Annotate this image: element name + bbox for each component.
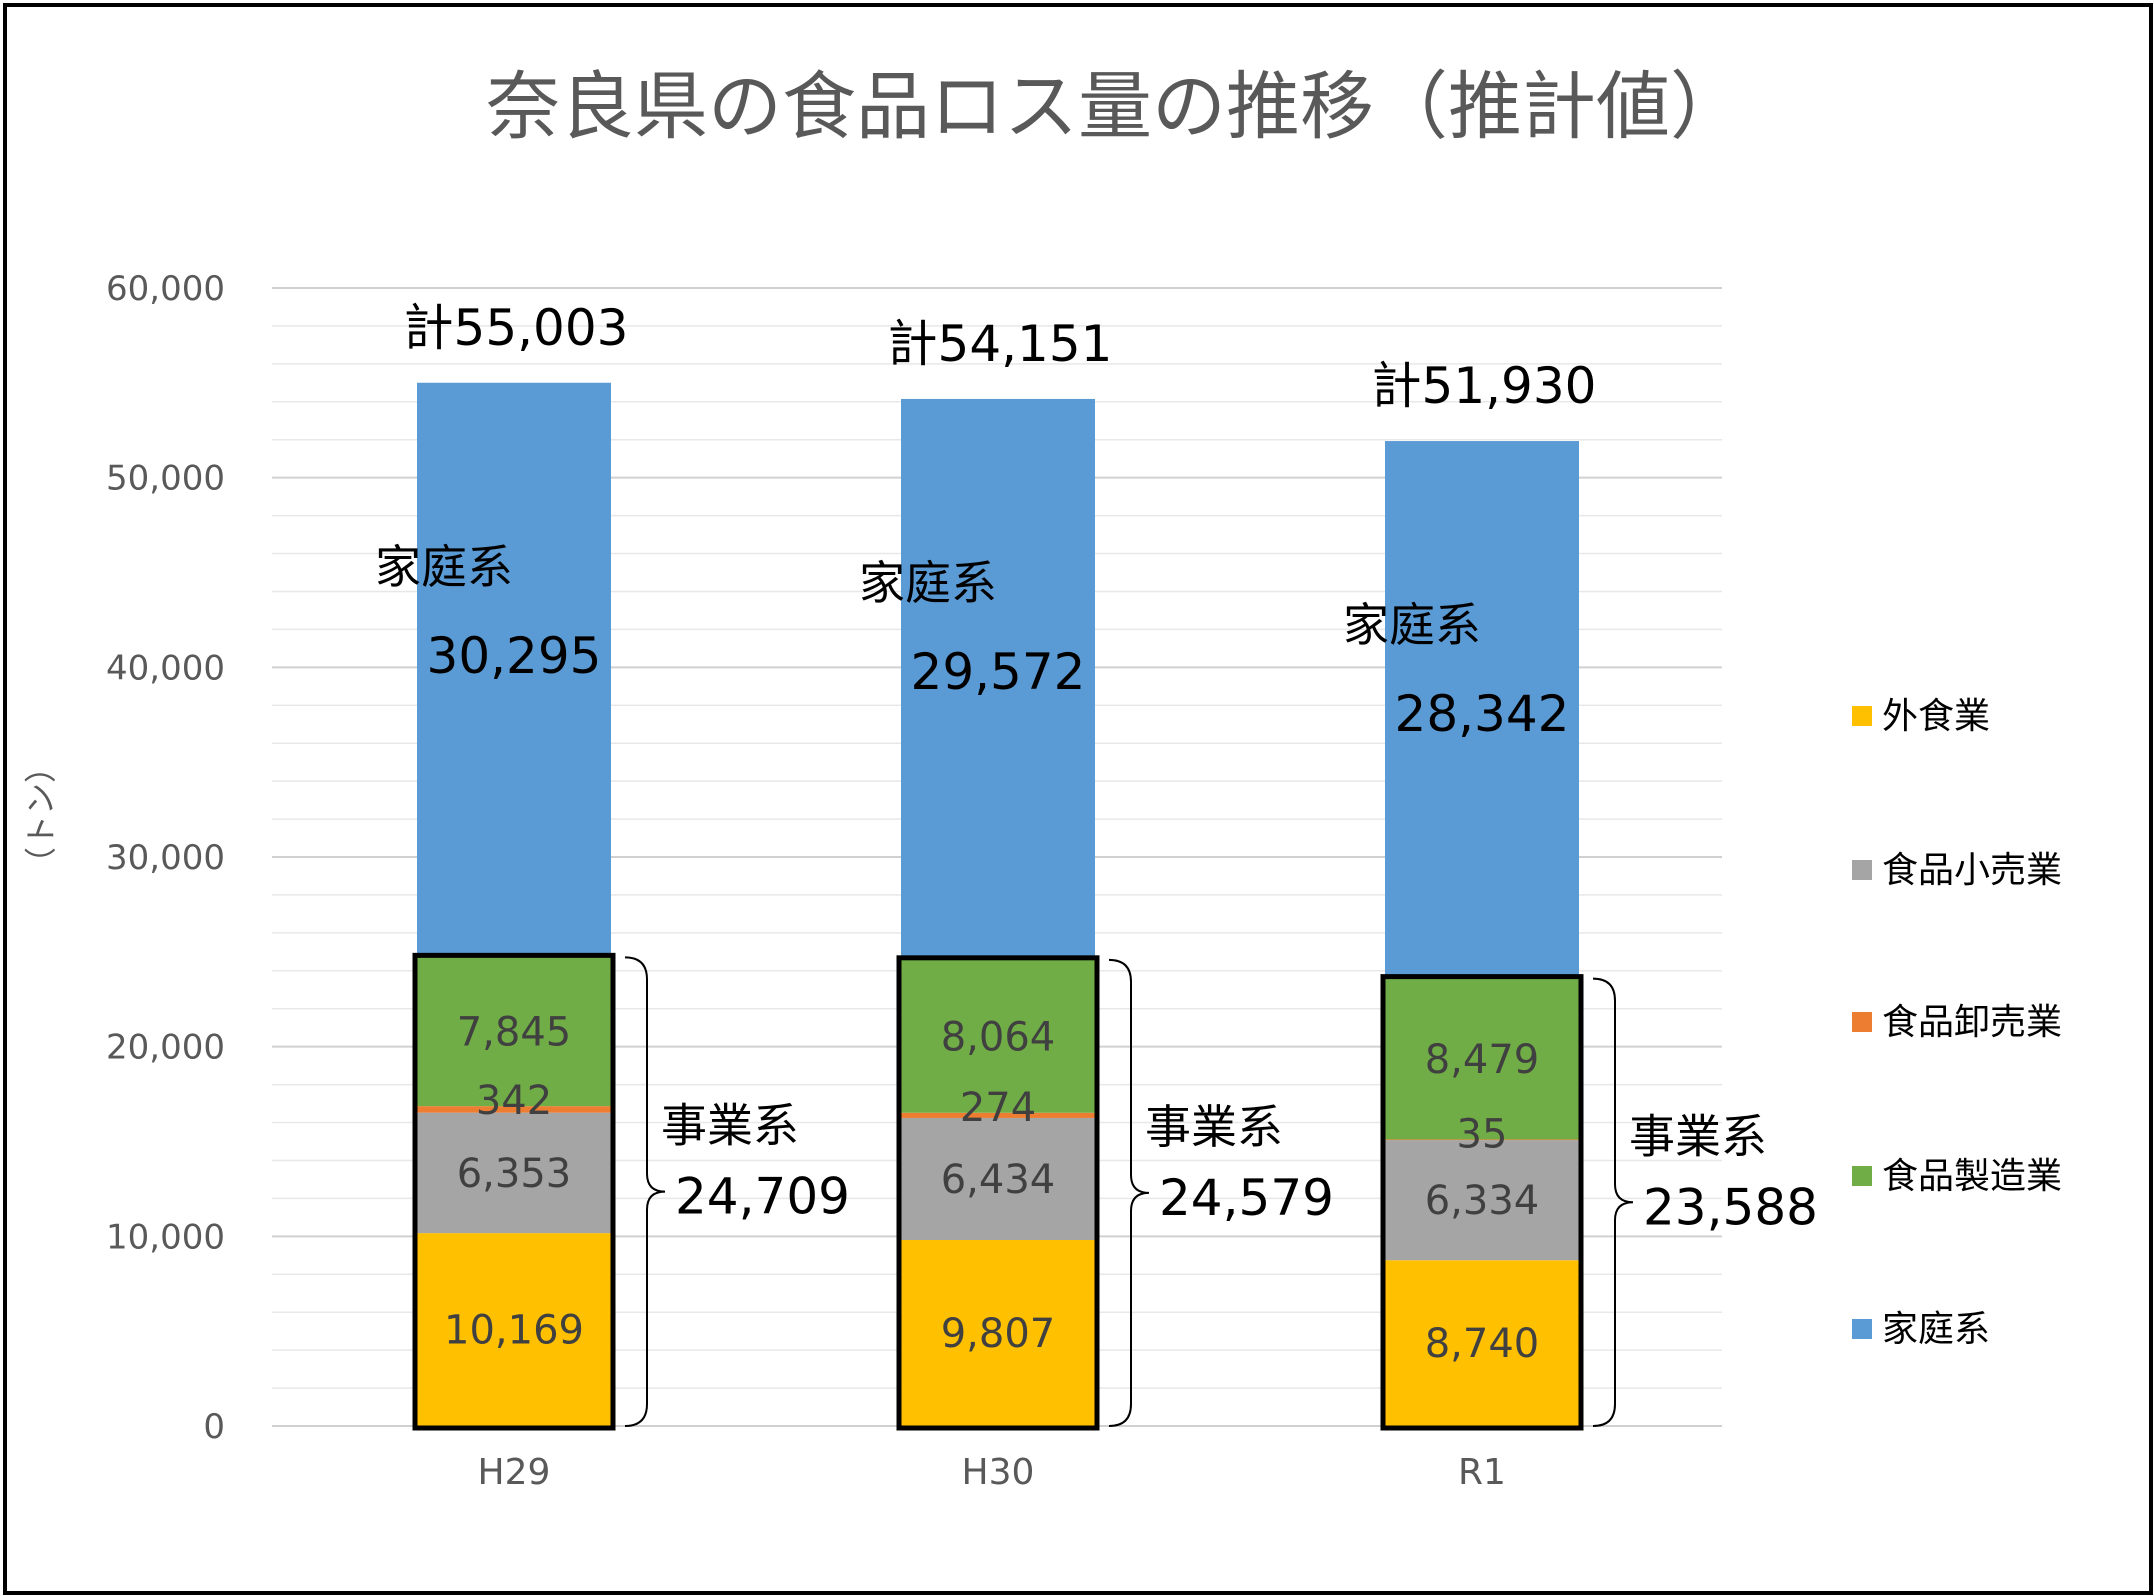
legend-label: 家庭系 [1882, 1309, 1990, 1350]
household-value: 28,342 [1395, 685, 1570, 743]
y-tick-label: 0 [203, 1407, 225, 1447]
data-label: 6,353 [457, 1151, 572, 1197]
legend-label: 食品小売業 [1882, 850, 2062, 891]
business-total: 23,588 [1643, 1178, 1818, 1236]
business-label: 事業系 [1629, 1109, 1767, 1163]
legend-swatch [1852, 860, 1872, 880]
y-axis-label: （トン） [22, 751, 60, 879]
data-label: 35 [1457, 1111, 1508, 1157]
data-label: 8,064 [941, 1014, 1056, 1060]
bar-segment [901, 398, 1095, 960]
total-label: 計55,003 [404, 299, 629, 357]
data-label: 9,807 [941, 1311, 1056, 1357]
business-label: 事業系 [661, 1099, 799, 1153]
business-total: 24,709 [675, 1168, 850, 1226]
bar-segment [901, 1117, 1095, 1240]
bar-segment [417, 957, 611, 1107]
legend-swatch [1852, 1012, 1872, 1032]
bar-segment [417, 382, 611, 958]
bar-segment [1385, 441, 1579, 979]
data-label: 6,334 [1425, 1178, 1540, 1224]
total-label: 計51,930 [1372, 357, 1597, 415]
y-tick-label: 50,000 [106, 459, 225, 499]
household-label: 家庭系 [1343, 598, 1481, 652]
business-brace [624, 956, 666, 1427]
legend-swatch [1852, 1319, 1872, 1339]
legend-label: 食品製造業 [1882, 1156, 2062, 1197]
household-label: 家庭系 [375, 540, 513, 594]
household-value: 29,572 [911, 643, 1086, 701]
legend-swatch [1852, 1166, 1872, 1186]
business-total: 24,579 [1159, 1169, 1334, 1227]
data-label: 8,479 [1425, 1037, 1540, 1083]
x-tick-label: H29 [478, 1452, 551, 1493]
business-box [896, 955, 1100, 1431]
bar-segment [901, 1239, 1095, 1426]
total-label: 計54,151 [888, 315, 1113, 373]
business-box [1380, 974, 1584, 1431]
household-value: 30,295 [427, 627, 602, 685]
data-label: 7,845 [457, 1010, 572, 1056]
bar-segment [1385, 1140, 1579, 1261]
y-tick-label: 20,000 [106, 1028, 225, 1068]
business-brace [1108, 958, 1150, 1427]
x-tick-label: H30 [962, 1452, 1035, 1493]
y-tick-label: 60,000 [106, 269, 225, 309]
y-tick-label: 40,000 [106, 648, 225, 688]
bar-segment [417, 1233, 611, 1426]
bar-segment [1385, 1260, 1579, 1426]
bar-segment [1385, 978, 1579, 1140]
y-tick-label: 10,000 [106, 1217, 225, 1257]
bar-segment [1385, 1139, 1579, 1141]
y-tick-label: 30,000 [106, 838, 225, 878]
legend-swatch [1852, 706, 1872, 726]
business-brace [1592, 977, 1634, 1427]
business-box [412, 952, 616, 1431]
data-label: 10,169 [444, 1308, 584, 1354]
data-label: 342 [476, 1078, 552, 1124]
bar-segment [417, 1106, 611, 1113]
chart-title: 奈良県の食品ロス量の推移（推計値） [486, 64, 1744, 150]
data-label: 6,434 [941, 1157, 1056, 1203]
data-label: 274 [960, 1085, 1036, 1131]
bar-segment [901, 959, 1095, 1113]
business-label: 事業系 [1145, 1100, 1283, 1154]
data-label: 8,740 [1425, 1321, 1540, 1367]
x-tick-label: R1 [1458, 1452, 1506, 1493]
household-label: 家庭系 [859, 556, 997, 610]
bar-segment [901, 1112, 1095, 1118]
bar-segment [417, 1112, 611, 1234]
legend-label: 外食業 [1882, 696, 1990, 737]
legend-label: 食品卸売業 [1882, 1002, 2062, 1043]
